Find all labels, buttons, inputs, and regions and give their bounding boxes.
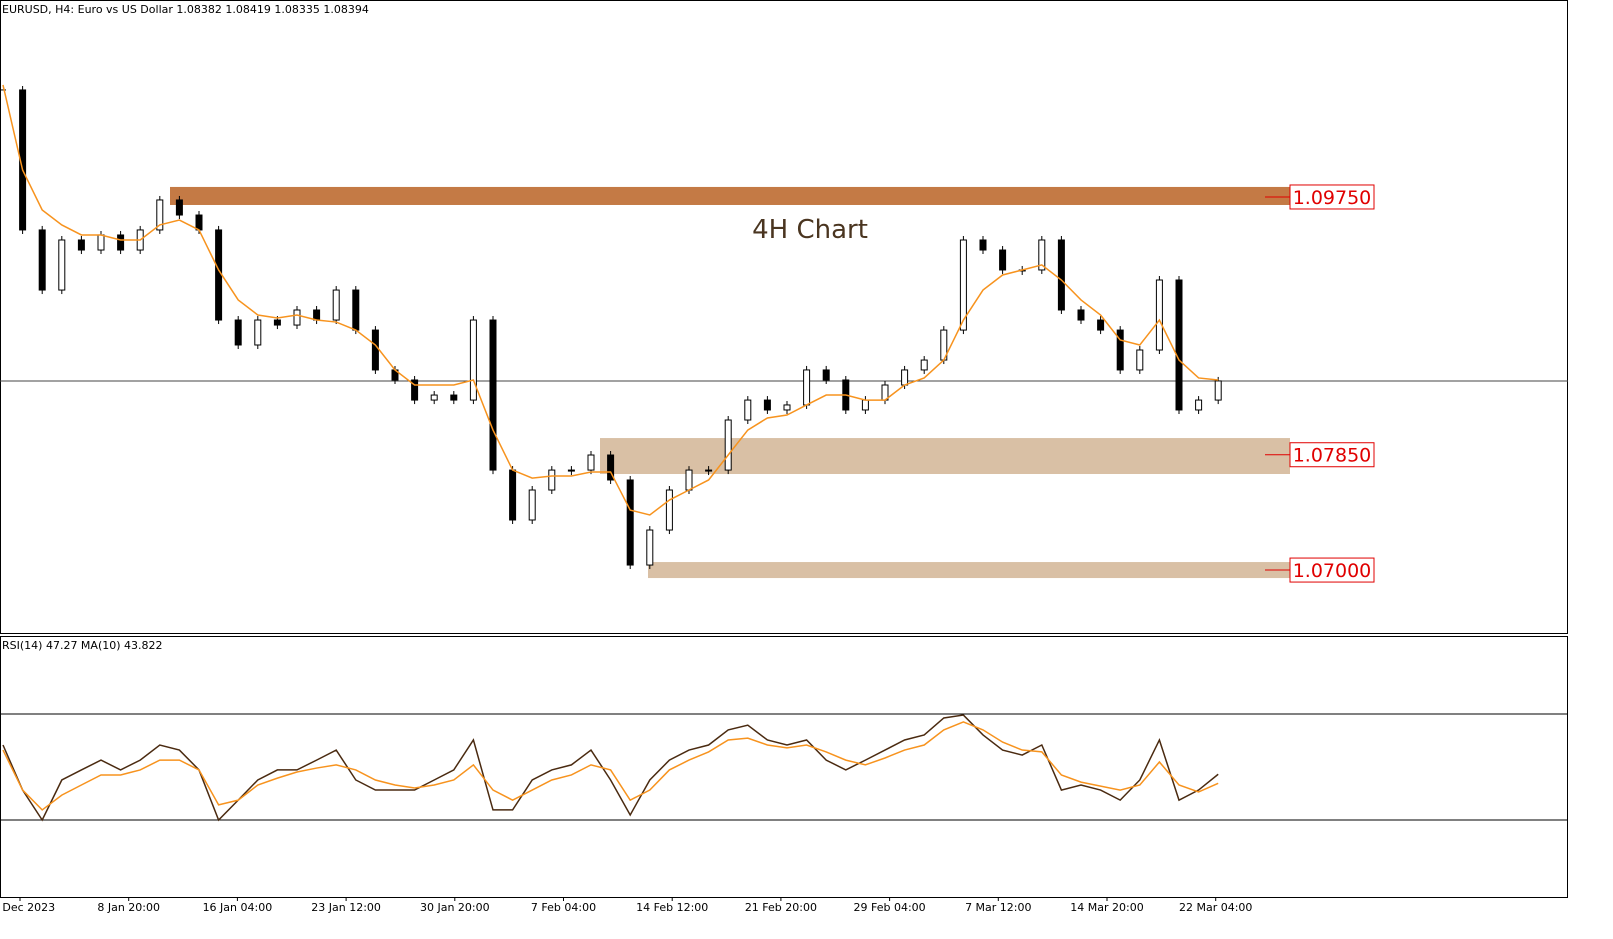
candle [371, 329, 379, 371]
price-header: EURUSD, H4: Euro vs US Dollar 1.08382 1.… [2, 3, 369, 16]
candle [1155, 279, 1163, 351]
candle [959, 239, 967, 331]
rsi-header: RSI(14) 47.27 MA(10) 43.822 [2, 639, 163, 652]
zone-label-box [1289, 184, 1375, 210]
candle [313, 309, 321, 321]
candle [763, 399, 771, 411]
x-tick-label: 14 Feb 12:00 [636, 901, 708, 914]
candle [489, 319, 497, 471]
x-tick-label: 23 Jan 12:00 [311, 901, 381, 914]
candle [646, 529, 654, 566]
candle [77, 239, 85, 251]
candle [1136, 349, 1144, 371]
zone [648, 562, 1290, 579]
candle [1175, 279, 1183, 411]
candle [117, 234, 125, 251]
candle [234, 319, 242, 346]
candle [705, 469, 713, 472]
candle [411, 379, 419, 401]
candle [1116, 329, 1124, 371]
rsi-ma-line [2, 721, 1219, 811]
candle [97, 234, 105, 251]
x-tick-label: 7 Mar 12:00 [965, 901, 1031, 914]
x-tick-label: 21 Feb 20:00 [745, 901, 817, 914]
candle [1097, 319, 1105, 331]
x-tick-label: 29 Feb 04:00 [854, 901, 926, 914]
candle [156, 199, 164, 231]
candle [58, 239, 66, 291]
rsi-panel [0, 636, 1568, 898]
candle [254, 319, 262, 346]
candle [215, 229, 223, 321]
candle [1195, 399, 1203, 411]
candle [822, 369, 830, 381]
candle [803, 369, 811, 406]
candle [293, 309, 301, 326]
candle [332, 289, 340, 321]
candle [607, 454, 615, 481]
zone-label: 1.07000 [1293, 560, 1372, 582]
candle [999, 249, 1007, 271]
zone [600, 438, 1290, 475]
zone-label: 1.07850 [1293, 445, 1372, 467]
candle [38, 229, 46, 291]
candle [567, 469, 575, 472]
price-panel [0, 0, 1568, 634]
candle [1038, 239, 1046, 271]
x-tick-label: 29 Dec 2023 [0, 901, 55, 914]
zone [170, 186, 1290, 205]
rsi-line [2, 714, 1219, 822]
candle [783, 404, 791, 411]
x-tick-label: 7 Feb 04:00 [531, 901, 596, 914]
zone-label: 1.09750 [1293, 187, 1372, 209]
annotation: 4H Chart [752, 215, 868, 245]
candle [175, 199, 183, 216]
candle [469, 319, 477, 401]
candle [450, 394, 458, 401]
candle [1214, 380, 1222, 401]
candle [528, 489, 536, 521]
candle [548, 469, 556, 491]
candle [509, 469, 517, 521]
candle [901, 369, 909, 386]
x-tick-label: 14 Mar 20:00 [1070, 901, 1143, 914]
moving-average [2, 84, 1219, 516]
candle [587, 454, 595, 471]
candle [195, 214, 203, 231]
candle [273, 319, 281, 326]
x-tick-label: 16 Jan 04:00 [203, 901, 273, 914]
candle [861, 399, 869, 411]
x-tick-label: 8 Jan 20:00 [97, 901, 160, 914]
candle [724, 419, 732, 471]
candle [1077, 309, 1085, 321]
candle [1057, 239, 1065, 311]
candle [626, 479, 634, 566]
x-tick-label: 22 Mar 04:00 [1179, 901, 1252, 914]
candle [920, 359, 928, 371]
candle [979, 239, 987, 251]
candle [685, 469, 693, 491]
zone-label-box [1289, 557, 1375, 583]
zone-label-box [1289, 442, 1375, 468]
candle [352, 289, 360, 331]
candle [744, 399, 752, 421]
candle [430, 394, 438, 401]
x-tick-label: 30 Jan 20:00 [420, 901, 490, 914]
candle [665, 489, 673, 531]
